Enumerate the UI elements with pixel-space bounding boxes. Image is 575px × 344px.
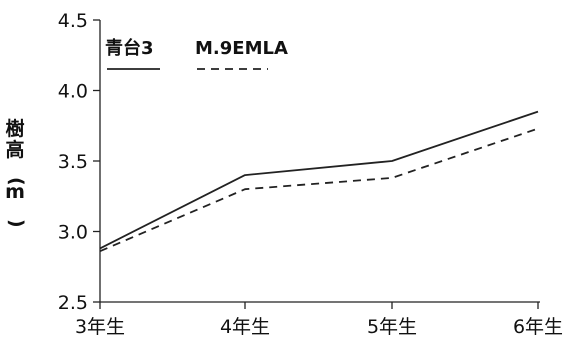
legend-label-series-1: 青台3 [105, 37, 154, 59]
y-axis-label: 樹高(m) [5, 117, 28, 228]
series-line-1 [99, 110, 539, 250]
y-tick-label: 3.5 [58, 151, 88, 173]
x-tick-label: 4年生 [220, 316, 270, 338]
x-tick-label: 3年生 [75, 316, 125, 338]
x-ticks: 3年生 4年生 5年生 6年生 [75, 302, 563, 338]
y-tick-label: 4.5 [58, 10, 88, 32]
x-tick-label: 6年生 [513, 316, 563, 338]
x-tick-label: 5年生 [367, 316, 417, 338]
legend: 青台3 M.9EMLA [105, 37, 288, 70]
y-tick-label: 3.0 [58, 222, 88, 244]
y-tick-label: 2.5 [58, 292, 88, 314]
y-tick-label: 4.0 [58, 81, 88, 103]
series-lines [99, 110, 539, 253]
series-line-2 [99, 127, 539, 253]
legend-label-series-2: M.9EMLA [195, 38, 288, 59]
y-ticks: 2.5 3.0 3.5 4.0 4.5 [58, 10, 100, 314]
